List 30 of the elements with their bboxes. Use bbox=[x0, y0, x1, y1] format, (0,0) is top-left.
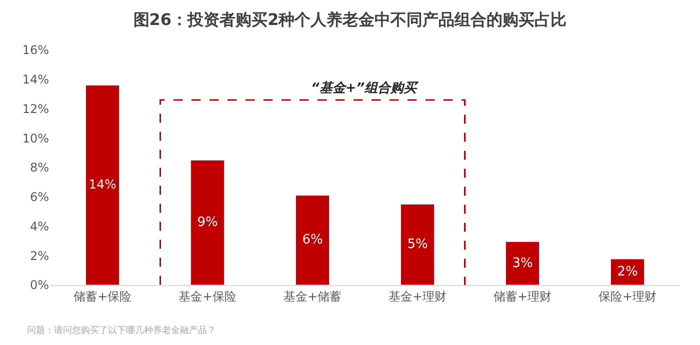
bar bbox=[85, 85, 120, 285]
bar bbox=[295, 195, 330, 285]
chart-title: 图26：投资者购买2种个人养老金中不同产品组合的购买占比 bbox=[133, 10, 567, 29]
y-tick-label: 2% bbox=[30, 248, 49, 263]
x-tick-label: 保险+理财 bbox=[598, 289, 657, 304]
bar bbox=[505, 241, 540, 285]
data-label: 9% bbox=[197, 215, 218, 230]
annotation: “基金+”组合购买 bbox=[311, 80, 419, 96]
x-tick-label: 基金+保险 bbox=[178, 289, 237, 304]
bar bbox=[190, 160, 225, 285]
y-tick-label: 16% bbox=[22, 43, 49, 58]
data-label: 5% bbox=[407, 237, 428, 252]
y-tick-label: 10% bbox=[22, 131, 49, 146]
data-label: 2% bbox=[617, 264, 638, 280]
y-tick-label: 14% bbox=[22, 72, 49, 87]
y-tick-label: 8% bbox=[30, 160, 49, 175]
y-tick-label: 4% bbox=[30, 219, 49, 234]
y-tick-label: 0% bbox=[30, 278, 49, 292]
y-tick-label: 12% bbox=[22, 102, 49, 116]
x-tick-label: 储蓄+保险 bbox=[73, 289, 132, 304]
data-label: 6% bbox=[302, 232, 323, 248]
data-label: 14% bbox=[88, 176, 116, 192]
x-tick-label: 储蓄+理财 bbox=[493, 289, 552, 304]
bar bbox=[610, 258, 645, 285]
bar bbox=[400, 204, 435, 285]
y-tick-label: 6% bbox=[30, 190, 49, 204]
x-tick-label: 基金+储蓄 bbox=[283, 289, 342, 304]
text: 问题：请问您购买了以下哪几种养老金融产品？ bbox=[27, 325, 216, 336]
x-tick-label: 基金+理财 bbox=[388, 289, 447, 304]
data-label: 3% bbox=[512, 256, 533, 271]
